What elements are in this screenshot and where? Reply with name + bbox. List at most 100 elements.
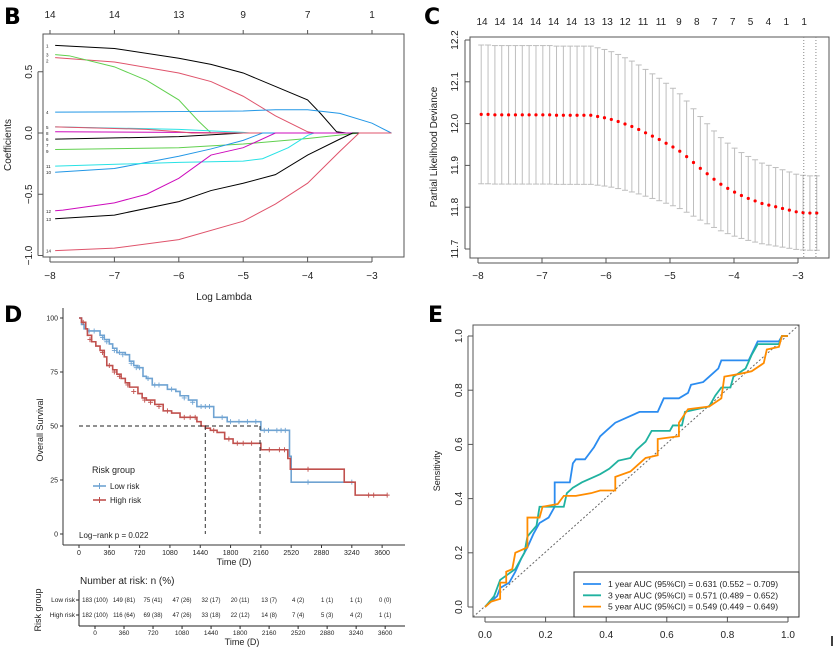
km-curve-low-risk: [79, 317, 354, 483]
x-tick-label: 2520: [283, 550, 299, 557]
y-axis-label: Partial Likelihood Deviance: [429, 86, 440, 207]
censor-mark: [305, 479, 311, 485]
x-axis-label: Time (D): [217, 557, 252, 567]
y-axis-label: Overall Survival: [35, 398, 45, 461]
censor-mark: [169, 386, 175, 392]
y-tick-label: 12.0: [450, 113, 461, 133]
x-tick-label: 0.6: [660, 630, 674, 641]
censor-mark: [228, 419, 234, 425]
legend-title: Risk group: [92, 465, 135, 475]
deviance-point: [794, 210, 798, 214]
risk-cell: 32 (17): [202, 598, 221, 604]
x-tick-label: 1800: [223, 550, 239, 557]
coef-label: 5: [46, 125, 49, 130]
risk-cell: 22 (12): [231, 613, 250, 619]
coef-label: 4: [46, 110, 49, 115]
x-tick-label: 3240: [344, 550, 360, 557]
top-count-label: 11: [656, 17, 667, 28]
x-tick-label: −7: [109, 271, 121, 282]
censor-mark: [116, 350, 122, 356]
deviance-point: [527, 113, 531, 117]
x-tick-label: −8: [472, 271, 484, 282]
x-tick-label: 360: [103, 550, 115, 557]
y-tick-label: 0.5: [24, 64, 35, 78]
deviance-point: [486, 112, 490, 117]
legend-label: 5 year AUC (95%CI) = 0.549 (0.449 − 0.64…: [608, 602, 778, 612]
risk-table-title: Number at risk: n (%): [80, 576, 174, 587]
deviance-point: [479, 112, 483, 117]
deviance-point: [643, 131, 648, 135]
top-count-label: 1: [801, 17, 807, 28]
x-tick-label: 2160: [262, 630, 277, 637]
deviance-point: [726, 186, 730, 190]
risk-cell: 1 (1): [379, 613, 391, 619]
y-tick-label: −1.0: [24, 245, 35, 265]
risk-cell: 47 (26): [173, 598, 192, 604]
censor-mark: [187, 414, 193, 420]
top-count-label: 13: [584, 17, 596, 28]
censor-mark: [190, 399, 196, 405]
risk-table-ylabel: Risk group: [33, 588, 43, 631]
censor-mark: [384, 492, 390, 498]
y-tick-label: 12.2: [450, 30, 461, 50]
x-tick-label: 0.2: [539, 630, 553, 641]
risk-table-xlabel: Time (D): [225, 637, 260, 647]
risk-cell: 75 (41): [144, 598, 163, 604]
coef-label: 6: [46, 137, 49, 142]
y-tick-label: 100: [46, 316, 58, 323]
x-tick-label: −4: [728, 271, 740, 282]
coef-path-12: [55, 132, 392, 212]
top-count-label: 7: [305, 10, 311, 21]
deviance-point: [780, 206, 785, 211]
risk-cell: 183 (100): [82, 598, 108, 604]
risk-cell: 0 (0): [379, 598, 391, 604]
censor-mark: [164, 408, 170, 414]
censor-mark: [181, 395, 187, 401]
roc-curve-3-year: [484, 335, 788, 608]
censor-mark: [266, 447, 272, 453]
top-count-label: 12: [620, 17, 632, 28]
deviance-point: [787, 208, 791, 212]
deviance-point: [548, 113, 552, 117]
legend-label: 3 year AUC (95%CI) = 0.571 (0.489 − 0.65…: [608, 590, 778, 600]
deviance-point: [616, 119, 620, 124]
coef-path-1: [55, 44, 392, 134]
censor-mark: [261, 427, 267, 433]
deviance-point: [493, 113, 497, 117]
censor-mark: [80, 319, 86, 325]
deviance-point: [589, 113, 593, 117]
top-count-label: 14: [566, 17, 578, 28]
coef-label: 13: [46, 217, 52, 222]
y-tick-label: 11.8: [450, 197, 461, 216]
panel-letter-e: E: [428, 303, 443, 328]
deviance-point: [513, 113, 518, 117]
y-tick-label: 0.0: [24, 126, 35, 140]
deviance-point: [767, 203, 771, 207]
risk-cell: 47 (26): [173, 613, 192, 619]
risk-cell: 14 (8): [261, 613, 277, 619]
deviance-point: [808, 211, 812, 215]
panel-letter-c: C: [424, 5, 440, 30]
x-tick-label: 720: [148, 630, 159, 637]
risk-cell: 182 (100): [82, 613, 108, 619]
coef-path-4: [55, 109, 392, 134]
x-tick-label: 3600: [374, 550, 390, 557]
plot-frame: [42, 33, 405, 258]
x-tick-label: 720: [134, 550, 146, 557]
deviance-point: [534, 113, 538, 117]
y-tick-label: 0.8: [454, 383, 465, 397]
censor-mark: [181, 414, 187, 420]
censor-mark: [371, 492, 377, 498]
deviance-point: [561, 113, 565, 117]
censor-mark: [131, 388, 137, 394]
y-axis-label: Sensitivity: [432, 450, 442, 491]
y-tick-label: 25: [50, 478, 58, 485]
x-tick-label: 0: [77, 550, 81, 557]
coef-label: 10: [46, 170, 52, 175]
x-tick-label: −7: [536, 271, 548, 282]
x-tick-label: 0.8: [720, 630, 734, 641]
deviance-point: [671, 145, 675, 149]
deviance-point: [609, 117, 613, 122]
y-tick-label: −0.5: [24, 184, 35, 204]
